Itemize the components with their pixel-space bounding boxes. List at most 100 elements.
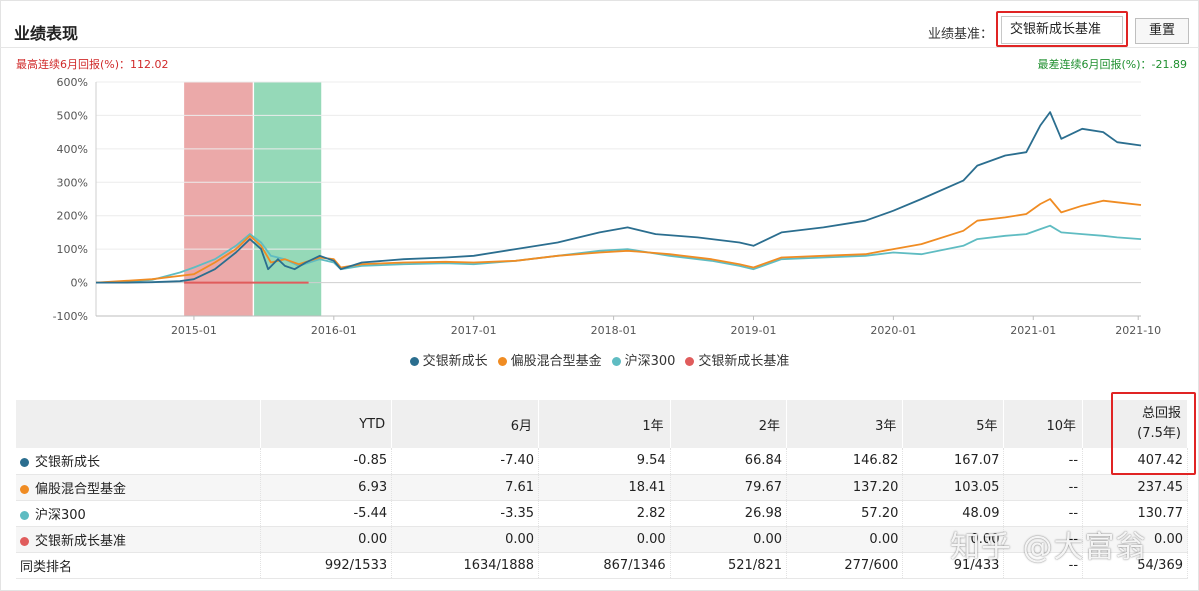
legend-item-peer[interactable]: 偏股混合型基金: [497, 350, 602, 369]
worst-6m-return-note: 最差连续6月回报(%)：-21.89: [1037, 58, 1188, 71]
column-header: 3年: [786, 400, 904, 448]
table-cell: -5.44: [260, 500, 393, 527]
y-tick-label: 500%: [57, 109, 88, 122]
column-header: 5年: [902, 400, 1005, 448]
table-cell: -3.35: [391, 500, 540, 527]
table-cell: 0.00: [786, 526, 904, 553]
column-header-total: 总回报 (7.5年): [1082, 400, 1188, 448]
x-tick-label: 2015-01: [171, 324, 217, 337]
table-cell: 18.41: [538, 474, 671, 501]
table-cell: --: [1003, 552, 1084, 579]
legend-dot-icon: [611, 357, 621, 366]
legend-label: 偏股混合型基金: [510, 354, 602, 369]
table-cell: 0.00: [260, 526, 393, 553]
column-header: 2年: [670, 400, 788, 448]
table-cell: --: [1003, 500, 1084, 527]
x-tick-label: 2021-01: [1010, 324, 1056, 337]
table-cell: 0.00: [902, 526, 1005, 553]
x-tick-label: 2019-01: [731, 324, 777, 337]
table-cell: 137.20: [786, 474, 904, 501]
column-header: YTD: [260, 400, 393, 448]
x-axis-ticks: 2015-01 2016-01 2017-01 2018-01 2019-01 2020-…: [171, 316, 1161, 337]
chart-series: [95, 111, 1142, 284]
legend-item-fund[interactable]: 交银新成长: [409, 350, 488, 369]
row-dot-icon: [20, 458, 29, 468]
row-name: 交银新成长基准: [16, 526, 261, 553]
row-name: 偏股混合型基金: [16, 474, 261, 501]
table-cell: 2.82: [538, 500, 671, 527]
legend-label: 交银新成长: [422, 354, 488, 369]
legend-dot-icon: [497, 357, 507, 366]
legend-item-index[interactable]: 沪深300: [611, 350, 676, 369]
chart-legend: 交银新成长 偏股混合型基金 沪深300 交银新成长基准: [0, 350, 1199, 369]
panel-header: 业绩表现 业绩基准： 交银新成长基准 重置: [0, 0, 1199, 48]
row-dot-icon: [20, 510, 29, 520]
benchmark-label: 业绩基准：: [928, 27, 994, 42]
table-cell: 9.54: [538, 448, 671, 475]
column-header: 6月: [391, 400, 540, 448]
x-tick-label: 2017-01: [451, 324, 497, 337]
table-cell: 26.98: [670, 500, 788, 527]
row-name: 沪深300: [16, 500, 261, 527]
performance-table: YTD 6月 1年 2年 3年 5年 10年 总回报 (7.5年) 交银新成长 -0.85 -7.4…: [16, 400, 1188, 579]
legend-label: 交银新成长基准: [698, 354, 790, 369]
legend-dot-icon: [409, 357, 419, 366]
y-tick-label: 100%: [57, 243, 88, 256]
table-cell: 237.45: [1082, 474, 1188, 501]
performance-line-chart: 600%500%400%300%200%100%0%-100% 2015-01 2…: [53, 76, 1162, 337]
table-header-row: YTD 6月 1年 2年 3年 5年 10年 总回报 (7.5年): [16, 400, 1188, 448]
x-tick-label: 2020-01: [870, 324, 916, 337]
row-dot-icon: [20, 536, 29, 546]
chart-gridlines: [95, 81, 1141, 317]
table-cell: 0.00: [538, 526, 671, 553]
series-line-fund: [96, 111, 1142, 284]
header-blank: [16, 400, 261, 448]
y-tick-label: 600%: [57, 76, 88, 89]
benchmark-select[interactable]: 交银新成长基准: [1001, 16, 1123, 44]
watermark: 知乎 @大富翁: [950, 530, 1147, 565]
x-tick-label: 2016-01: [311, 324, 357, 337]
highlight-bands: [184, 82, 322, 316]
table-cell: 130.77: [1082, 500, 1188, 527]
legend-item-bench[interactable]: 交银新成长基准: [685, 350, 789, 369]
table-cell: 54/369: [1082, 552, 1188, 579]
best-period-band: [184, 82, 253, 316]
page-title: 业绩表现: [14, 24, 79, 43]
y-tick-label: 200%: [57, 210, 88, 223]
table-cell: 57.20: [786, 500, 904, 527]
y-tick-label: 0%: [71, 277, 88, 290]
worst-period-band: [254, 82, 322, 316]
table-cell: 277/600: [786, 552, 904, 579]
legend-dot-icon: [685, 357, 695, 366]
y-tick-label: -100%: [53, 310, 88, 323]
table-row: 交银新成长基准 0.00 0.00 0.00 0.00 0.00 0.00 -- 0.00: [16, 526, 1188, 553]
column-header: 10年: [1003, 400, 1084, 448]
table-cell: 79.67: [670, 474, 788, 501]
series-line-index: [95, 224, 1142, 284]
series-line-peer: [95, 198, 1142, 284]
table-cell: --: [1003, 474, 1084, 501]
row-dot-icon: [20, 484, 29, 494]
table-row: 交银新成长 -0.85 -7.40 9.54 66.84 146.82 167.07 -- 40…: [16, 448, 1188, 475]
x-tick-label: 2018-01: [591, 324, 637, 337]
reset-button[interactable]: 重置: [1135, 18, 1189, 44]
table-cell: --: [1003, 526, 1084, 553]
x-tick-label: 2021-10: [1115, 324, 1161, 337]
table-cell: 66.84: [670, 448, 788, 475]
column-header: 1年: [538, 400, 671, 448]
table-cell: 0.00: [670, 526, 788, 553]
table-cell: 48.09: [902, 500, 1005, 527]
legend-label: 沪深300: [624, 354, 676, 369]
table-cell: 6.93: [260, 474, 393, 501]
table-cell: 407.42: [1082, 448, 1188, 475]
row-name: 同类排名: [16, 552, 261, 579]
y-tick-label: 300%: [57, 176, 88, 189]
row-name: 交银新成长: [16, 448, 261, 475]
table-cell: 91/433: [902, 552, 1005, 579]
table-cell: -0.85: [260, 448, 393, 475]
table-cell: 146.82: [786, 448, 904, 475]
table-cell: 867/1346: [538, 552, 671, 579]
best-6m-return-note: 最高连续6月回报(%)：112.02: [16, 58, 169, 71]
table-cell: 521/821: [670, 552, 788, 579]
table-cell: 0.00: [1082, 526, 1188, 553]
